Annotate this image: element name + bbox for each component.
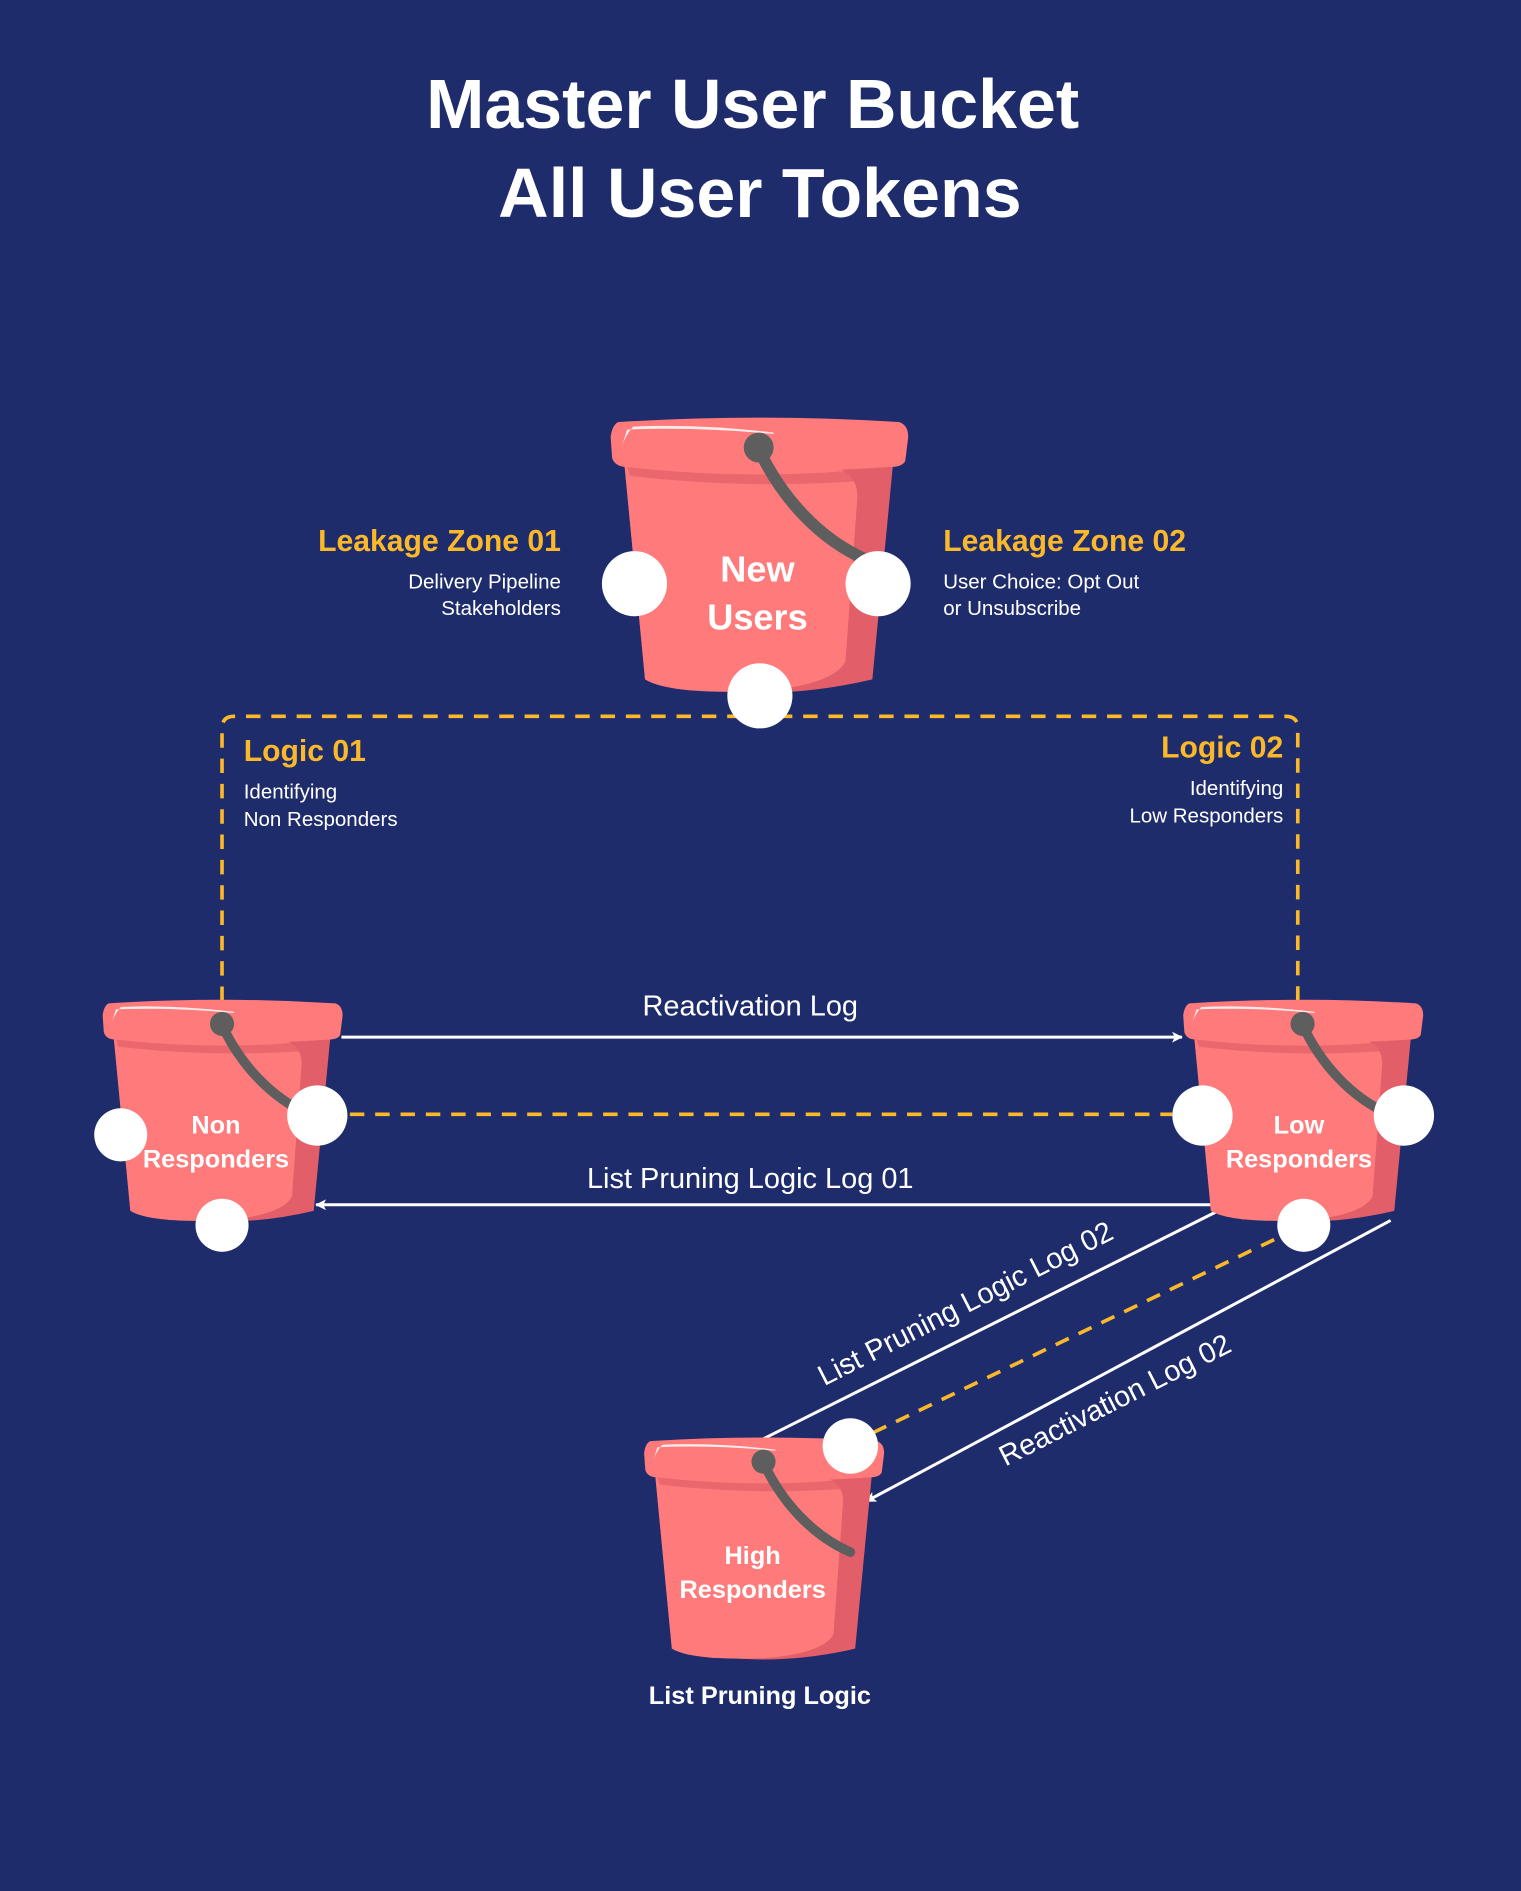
logic-02-title: Logic 02 (1161, 731, 1283, 764)
logic-01-title: Logic 01 (244, 735, 366, 768)
node-non-left (94, 1108, 148, 1162)
logic-02-line-1: Identifying (1190, 777, 1283, 800)
list-pruning-log-01-label: List Pruning Logic Log 01 (587, 1163, 914, 1195)
low-responders-label-2: Responders (1226, 1145, 1372, 1173)
high-responders-label-1: High (725, 1542, 781, 1570)
node-leakage-02 (845, 551, 911, 617)
reactivation-log-label: Reactivation Log (642, 990, 858, 1022)
node-non-right (287, 1085, 348, 1146)
node-leakage-01 (601, 551, 668, 617)
node-low-bottom (1277, 1198, 1331, 1252)
node-low-right (1373, 1085, 1435, 1146)
leakage-zone-01-line-2: Stakeholders (441, 597, 561, 620)
node-high-top (822, 1418, 879, 1474)
leakage-zone-02-title: Leakage Zone 02 (943, 525, 1186, 558)
node-new-users-bottom (727, 663, 793, 729)
leakage-zone-01-line-1: Delivery Pipeline (408, 571, 561, 594)
low-responders-label-1: Low (1274, 1112, 1325, 1140)
high-responders-caption: List Pruning Logic (649, 1682, 871, 1710)
new-users-label-2: Users (707, 597, 808, 638)
non-responders-label-1: Non (191, 1112, 240, 1140)
leakage-zone-01-title: Leakage Zone 01 (318, 525, 561, 558)
logic-01-line-2: Non Responders (244, 808, 398, 831)
non-responders-label-2: Responders (143, 1145, 289, 1173)
reactivation-log-02-arrow (865, 1219, 1392, 1503)
node-low-left (1172, 1085, 1233, 1146)
logic-01-line-1: Identifying (244, 780, 337, 803)
title-line-1: Master User Bucket (426, 65, 1079, 143)
logic-02-line-2: Low Responders (1129, 804, 1283, 827)
node-non-bottom (195, 1198, 249, 1252)
leakage-zone-02-line-2: or Unsubscribe (943, 597, 1081, 620)
title-line-2: All User Tokens (498, 154, 1021, 232)
high-low-link-dashed (849, 1223, 1305, 1446)
high-responders-label-2: Responders (680, 1576, 826, 1604)
new-users-label-1: New (720, 548, 795, 589)
list-pruning-log-02-arrow (753, 1204, 1229, 1445)
leakage-zone-02-line-1: User Choice: Opt Out (943, 571, 1139, 594)
